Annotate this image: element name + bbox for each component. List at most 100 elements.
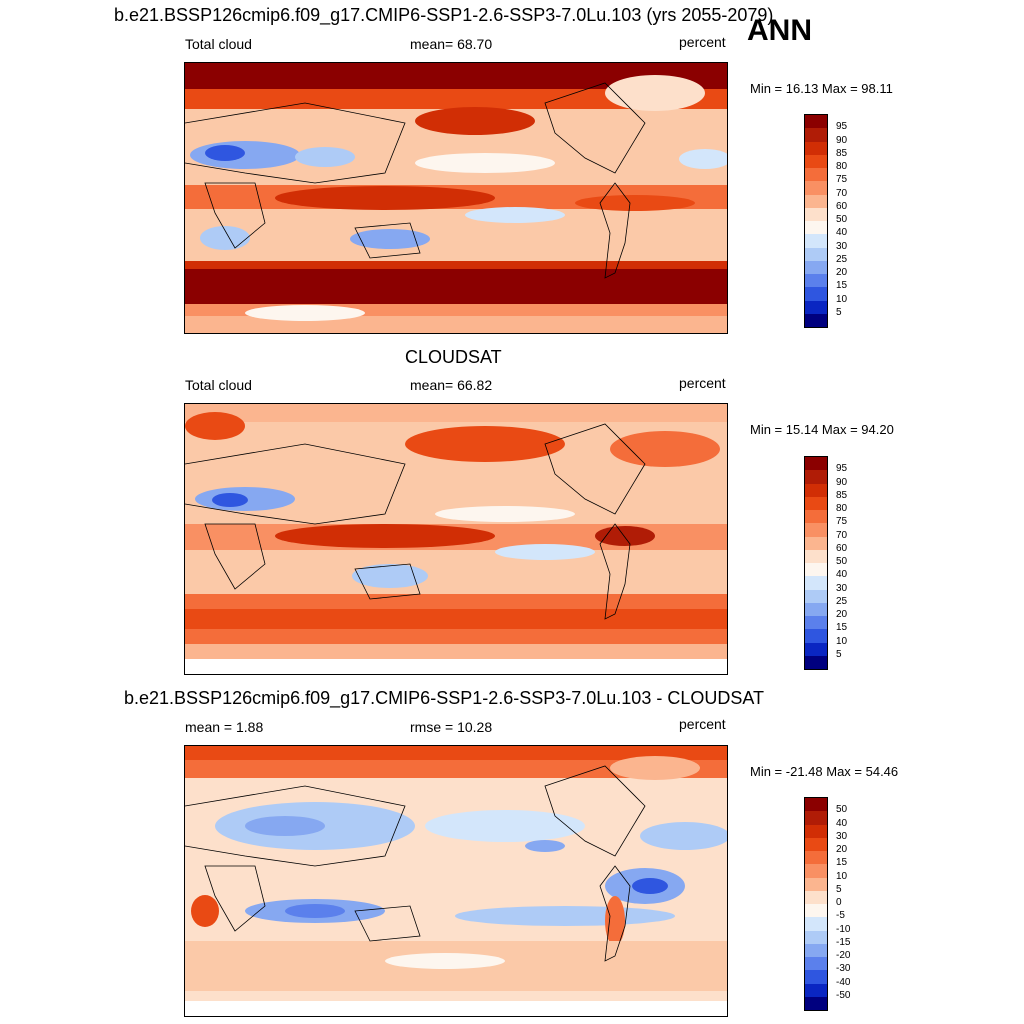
panel3-title: b.e21.BSSP126cmip6.f09_g17.CMIP6-SSP1-2.… — [124, 688, 765, 708]
colorbar-segment — [805, 851, 827, 865]
colorbar-segment — [805, 642, 827, 656]
colorbar-tick-label: 60 — [836, 542, 848, 554]
colorbar-tick-label: -20 — [836, 950, 851, 961]
colorbar-tick-label: 40 — [836, 569, 848, 581]
colorbar-segment — [805, 523, 827, 537]
colorbar-segment — [805, 510, 827, 524]
colorbar-tick-label: -40 — [836, 976, 851, 988]
colorbar-tick-label: 15 — [836, 857, 848, 869]
panel3-colorbar — [804, 797, 828, 1011]
colorbar-tick-label: 20 — [836, 609, 848, 620]
colorbar-tick-label: 75 — [836, 516, 848, 528]
colorbar-tick-label: 50 — [836, 214, 848, 225]
panel2-map — [184, 403, 728, 675]
colorbar-segment — [805, 629, 827, 643]
colorbar-tick-label: 50 — [836, 556, 848, 567]
colorbar-segment — [805, 616, 827, 630]
panel2-variable-label: Total cloud — [185, 377, 252, 393]
colorbar-tick-label: 75 — [836, 174, 848, 186]
colorbar-segment — [805, 983, 827, 997]
colorbar-segment — [805, 930, 827, 944]
colorbar-segment — [805, 128, 827, 142]
colorbar-segment — [805, 837, 827, 851]
panel2-map-field — [185, 404, 727, 674]
panel1-mean-label: mean= 68.70 — [410, 36, 493, 52]
colorbar-segment — [805, 549, 827, 563]
colorbar-segment — [805, 154, 827, 168]
colorbar-tick-label: 30 — [836, 240, 848, 252]
colorbar-segment — [805, 181, 827, 195]
colorbar-segment — [805, 274, 827, 288]
panel3-mean-label: mean = 1.88 — [185, 719, 264, 735]
panel3-map — [184, 745, 728, 1017]
colorbar-tick-label: 85 — [836, 147, 848, 159]
panel1-colorbar — [804, 114, 828, 328]
colorbar-tick-label: 5 — [836, 306, 842, 318]
colorbar-tick-label: 80 — [836, 161, 848, 172]
colorbar-segment — [805, 943, 827, 957]
colorbar-tick-label: -50 — [836, 989, 851, 1001]
colorbar-segment — [805, 655, 827, 669]
colorbar-segment — [805, 287, 827, 301]
colorbar-tick-label: 10 — [836, 870, 848, 882]
colorbar-segment — [805, 141, 827, 155]
panel3-minmax: Min = -21.48 Max = 54.46 — [750, 764, 899, 779]
colorbar-tick-label: 0 — [836, 897, 842, 908]
colorbar-tick-label: 70 — [836, 529, 848, 541]
colorbar-tick-label: 5 — [836, 648, 842, 660]
panel3-map-field — [185, 746, 727, 1016]
colorbar-tick-label: 5 — [836, 883, 842, 895]
colorbar-segment — [805, 890, 827, 904]
colorbar-segment — [805, 470, 827, 484]
colorbar-segment — [805, 483, 827, 497]
colorbar-tick-label: 95 — [836, 463, 848, 475]
colorbar-tick-label: 30 — [836, 830, 848, 842]
colorbar-segment — [805, 536, 827, 550]
colorbar-tick-label: 40 — [836, 817, 848, 829]
colorbar-segment — [805, 496, 827, 510]
colorbar-tick-label: -15 — [836, 936, 851, 948]
colorbar-tick-label: 20 — [836, 267, 848, 278]
colorbar-tick-label: 20 — [836, 844, 848, 855]
colorbar-segment — [805, 457, 827, 471]
colorbar-tick-label: -30 — [836, 963, 851, 975]
panel1-units-label: percent — [679, 34, 726, 50]
colorbar-segment — [805, 957, 827, 971]
colorbar-segment — [805, 904, 827, 918]
panel1-minmax: Min = 16.13 Max = 98.11 — [750, 81, 893, 96]
colorbar-tick-label: 25 — [836, 595, 848, 607]
panel1-map — [184, 62, 728, 334]
colorbar-segment — [805, 168, 827, 182]
colorbar-tick-label: 90 — [836, 476, 848, 488]
panel1-variable-label: Total cloud — [185, 36, 252, 52]
colorbar-tick-label: 70 — [836, 187, 848, 199]
colorbar-tick-label: 95 — [836, 121, 848, 133]
colorbar-segment — [805, 970, 827, 984]
colorbar-segment — [805, 563, 827, 577]
colorbar-segment — [805, 207, 827, 221]
colorbar-segment — [805, 247, 827, 261]
colorbar-segment — [805, 996, 827, 1010]
panel2-colorbar — [804, 456, 828, 670]
colorbar-segment — [805, 115, 827, 129]
colorbar-segment — [805, 917, 827, 931]
colorbar-tick-label: 10 — [836, 293, 848, 305]
panel1-title: b.e21.BSSP126cmip6.f09_g17.CMIP6-SSP1-2.… — [114, 5, 774, 25]
colorbar-segment — [805, 811, 827, 825]
panel1-map-field — [185, 63, 727, 333]
colorbar-tick-label: 85 — [836, 489, 848, 501]
colorbar-segment — [805, 260, 827, 274]
colorbar-segment — [805, 194, 827, 208]
colorbar-tick-label: 40 — [836, 227, 848, 239]
colorbar-segment — [805, 864, 827, 878]
colorbar-segment — [805, 589, 827, 603]
colorbar-segment — [805, 313, 827, 327]
panel2-units-label: percent — [679, 375, 726, 391]
panel3-rmse-label: rmse = 10.28 — [410, 719, 493, 735]
colorbar-segment — [805, 602, 827, 616]
colorbar-tick-label: 60 — [836, 200, 848, 212]
colorbar-tick-label: -10 — [836, 923, 851, 935]
colorbar-segment — [805, 877, 827, 891]
colorbar-tick-label: 10 — [836, 635, 848, 647]
panel2-minmax: Min = 15.14 Max = 94.20 — [750, 422, 894, 437]
